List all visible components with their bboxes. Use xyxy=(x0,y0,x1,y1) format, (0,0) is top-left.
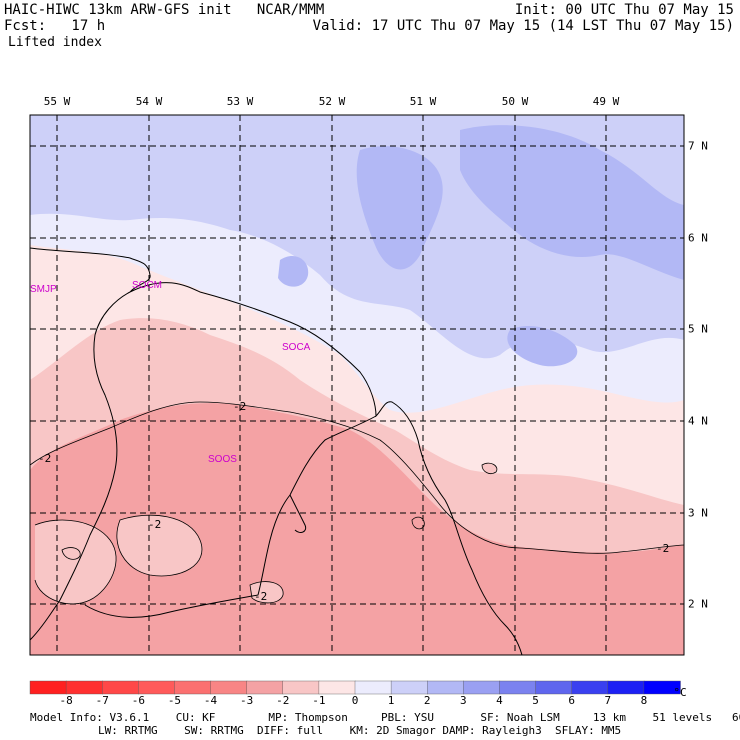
lat-lon-grid xyxy=(30,115,684,655)
colorbar-tick-label: 7 xyxy=(604,694,612,707)
init-time: Init: 00 UTC Thu 07 May 15 xyxy=(514,2,734,18)
colorbar-tick-label: -8 xyxy=(59,694,73,707)
colorbar-tick-label: -1 xyxy=(312,694,326,707)
valid-time: Valid: 17 UTC Thu 07 May 15 (14 LST Thu … xyxy=(312,18,734,34)
colorbar-tick-label: 3 xyxy=(460,694,467,707)
coastline xyxy=(30,247,523,655)
contour-line xyxy=(34,519,117,605)
field-name: Lifted index xyxy=(8,35,102,50)
field-pos-strong xyxy=(356,146,443,270)
longitude-label: 55 W xyxy=(43,95,71,108)
colorbar-tick-label: 0 xyxy=(351,694,359,707)
colorbar-tick-label: -5 xyxy=(167,694,182,707)
contour-label: -2 xyxy=(233,400,246,413)
longitude-label: 52 W xyxy=(318,95,346,108)
station-label-soca: SOCA xyxy=(282,342,311,353)
border-segment xyxy=(289,494,307,533)
longitude-label: 54 W xyxy=(135,95,163,108)
colorbar-tick-label: 2 xyxy=(423,694,431,707)
contour-line xyxy=(411,516,425,530)
colorbar-tick-label: 5 xyxy=(532,694,539,707)
colorbar-tick-label: -6 xyxy=(131,694,145,707)
field-pos-strong xyxy=(507,325,578,367)
field-neg-strong xyxy=(30,403,684,655)
field-pos-strong xyxy=(278,255,309,287)
map-field: SMJP SOCM SOCA SOOS -2 -2 -2 -2 -2 xyxy=(30,115,684,655)
colorbar-tick-label: -3 xyxy=(240,694,254,707)
station-label-smjp: SMJP xyxy=(30,284,57,295)
contour-line xyxy=(249,581,284,604)
colorbar-unit: °C xyxy=(673,686,687,699)
model-info-line1: Model Info: V3.6.1 CU: KF MP: Thompson P… xyxy=(30,711,740,724)
contour-line xyxy=(116,514,203,577)
contour-label: -2 xyxy=(148,518,161,531)
field-patch xyxy=(35,520,117,604)
contour-label: -2 xyxy=(254,590,267,603)
border-suriname-guyane xyxy=(30,291,131,641)
field-pos-strong xyxy=(460,125,684,281)
longitude-label: 51 W xyxy=(409,95,437,108)
field-patch xyxy=(482,463,497,474)
colorbar-tick-label: 1 xyxy=(387,694,395,707)
colorbar-tick-label: -7 xyxy=(95,694,109,707)
latitude-label: 5 N xyxy=(688,322,708,336)
contour-line xyxy=(481,462,498,474)
colorbar-tick-label: -4 xyxy=(203,694,218,707)
contour-label: -2 xyxy=(656,542,669,555)
longitude-label: 50 W xyxy=(501,95,529,108)
latitude-label: 3 N xyxy=(688,506,708,520)
colorbar-tick-label: 4 xyxy=(496,694,503,707)
latitude-label: 7 N xyxy=(688,139,708,153)
border-guyane-brazil xyxy=(84,415,377,618)
station-label-socm: SOCM xyxy=(132,280,162,291)
colorbar-tick-label: 6 xyxy=(568,694,575,707)
contour-label: -2 xyxy=(38,452,51,465)
contour-line xyxy=(61,547,81,560)
longitude-label: 53 W xyxy=(226,95,254,108)
forecast-hour: Fcst: 17 h xyxy=(4,18,106,34)
contour-line xyxy=(30,401,684,554)
colorbar-tick-label: 8 xyxy=(640,694,648,707)
model-info-line2: LW: RRTMG SW: RRTMG DIFF: full KM: 2D Sm… xyxy=(98,724,622,737)
longitude-label: 49 W xyxy=(592,95,620,108)
latitude-label: 6 N xyxy=(688,231,708,245)
latitude-label: 2 N xyxy=(688,597,708,611)
field-patch xyxy=(116,515,202,576)
latitude-label: 4 N xyxy=(688,414,708,428)
field-patch xyxy=(250,581,284,603)
map-frame xyxy=(29,114,685,656)
model-title: HAIC-HIWC 13km ARW-GFS init NCAR/MMM xyxy=(4,2,325,18)
colorbar-tick-label: -2 xyxy=(276,694,290,707)
station-label-soos: SOOS xyxy=(208,454,237,465)
